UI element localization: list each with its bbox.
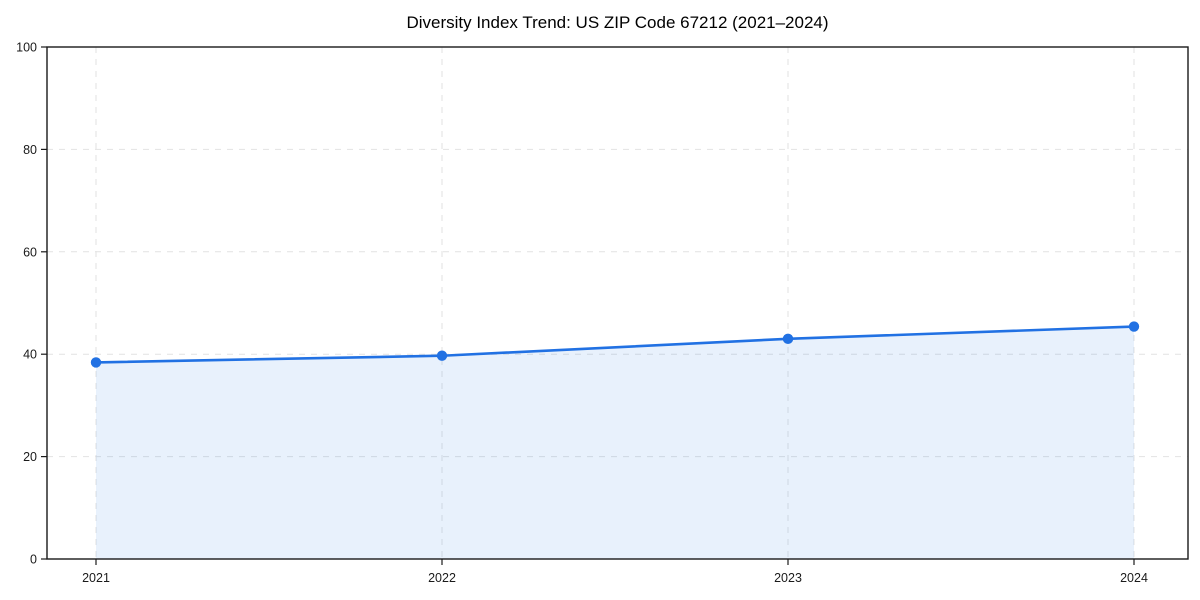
data-point-2024 — [1128, 321, 1140, 332]
x-tick-label: 2022 — [428, 571, 456, 585]
area-fill — [96, 326, 1134, 559]
data-point-2023 — [782, 333, 794, 345]
y-tick-label: 40 — [23, 348, 37, 362]
data-point-2021 — [90, 357, 102, 368]
y-tick-label: 100 — [16, 41, 37, 55]
y-tick-label: 60 — [23, 245, 37, 259]
trend-line — [94, 325, 1136, 364]
y-tick-label: 20 — [23, 450, 37, 464]
y-tick-label: 80 — [23, 143, 37, 157]
x-tick-label: 2021 — [82, 571, 110, 585]
plot-frame — [46, 46, 1189, 560]
y-tick-label: 0 — [30, 553, 37, 567]
x-tick-label: 2023 — [774, 571, 802, 585]
data-point-2022 — [436, 350, 448, 361]
x-tick-label: 2024 — [1120, 571, 1148, 585]
chart-title: Diversity Index Trend: US ZIP Code 67212… — [406, 13, 829, 32]
